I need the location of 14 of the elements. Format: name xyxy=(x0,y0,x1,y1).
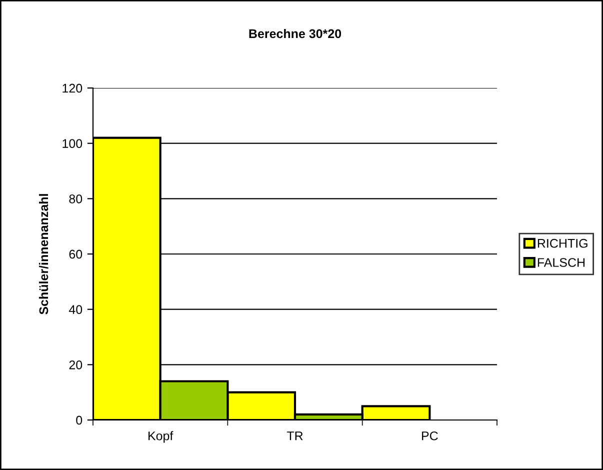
x-tick-label: PC xyxy=(422,431,438,440)
y-tick-label: 0 xyxy=(76,416,82,425)
x-tick-label: TR xyxy=(286,432,303,440)
x-tick-label: Kopf xyxy=(148,431,174,443)
y-axis-title: Schüler/innenanzahl xyxy=(38,194,48,314)
y-tick-label: 80 xyxy=(69,194,82,204)
chart-title: Berechne 30*20 xyxy=(249,28,342,38)
y-tick-label: 40 xyxy=(68,305,82,314)
legend-label: FALSCH xyxy=(538,258,585,267)
y-tick-label: 120 xyxy=(62,84,82,93)
y-tick-label: 60 xyxy=(69,250,82,259)
y-tick-label: 100 xyxy=(62,139,82,148)
y-tick-label: 20 xyxy=(69,360,82,370)
legend-label: RICHTIG xyxy=(538,238,588,248)
